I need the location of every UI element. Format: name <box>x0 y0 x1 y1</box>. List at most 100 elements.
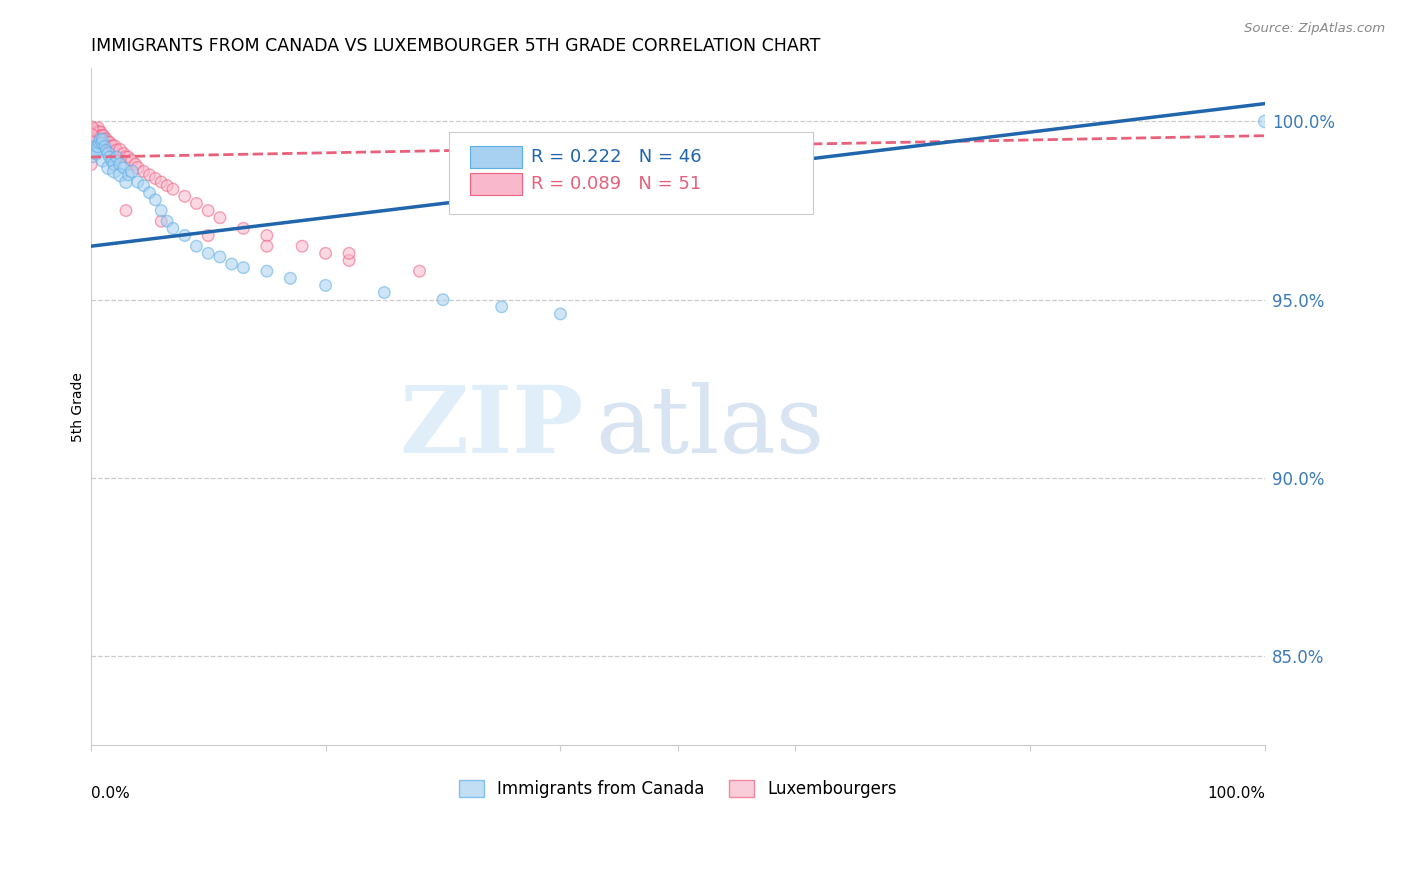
Point <box>208 250 231 264</box>
Point <box>80 157 103 171</box>
Point <box>1254 114 1277 128</box>
Point <box>197 228 219 243</box>
Point <box>91 132 114 146</box>
Point <box>87 125 110 139</box>
Point <box>93 128 115 143</box>
Point <box>208 211 231 225</box>
Point <box>80 128 103 143</box>
Point <box>127 175 149 189</box>
Point <box>97 161 120 175</box>
Legend: Immigrants from Canada, Luxembourgers: Immigrants from Canada, Luxembourgers <box>451 773 904 805</box>
Point <box>103 157 125 171</box>
Point <box>117 168 139 182</box>
Point <box>121 164 143 178</box>
Point <box>80 136 103 150</box>
Point <box>103 164 125 178</box>
Text: 0.0%: 0.0% <box>91 786 129 801</box>
Point <box>256 264 278 278</box>
Point <box>337 253 360 268</box>
Point <box>101 153 124 168</box>
Point <box>90 136 112 150</box>
Point <box>91 153 114 168</box>
Point <box>87 139 110 153</box>
Point <box>94 132 117 146</box>
Point <box>97 136 120 150</box>
Point <box>408 264 430 278</box>
Point <box>315 278 337 293</box>
Point <box>115 203 138 218</box>
Point <box>89 132 111 146</box>
Point <box>89 125 111 139</box>
Point <box>256 228 278 243</box>
Point <box>132 164 155 178</box>
Point <box>83 139 105 153</box>
Point <box>291 239 314 253</box>
Point <box>150 214 173 228</box>
Point <box>145 171 167 186</box>
Point <box>87 136 110 150</box>
Point <box>156 214 179 228</box>
Point <box>105 143 128 157</box>
Point <box>232 260 254 275</box>
FancyBboxPatch shape <box>470 173 522 194</box>
Point <box>150 203 173 218</box>
Point <box>80 125 103 139</box>
Point <box>186 239 208 253</box>
Text: ZIP: ZIP <box>399 382 583 472</box>
Point <box>150 175 173 189</box>
Point <box>101 139 124 153</box>
Point <box>98 136 121 150</box>
Point <box>84 143 107 157</box>
Point <box>112 146 135 161</box>
Point <box>156 178 179 193</box>
Point <box>84 128 107 143</box>
Point <box>94 139 117 153</box>
Point <box>127 161 149 175</box>
Text: R = 0.089   N = 51: R = 0.089 N = 51 <box>531 175 702 193</box>
Text: R = 0.222   N = 46: R = 0.222 N = 46 <box>531 148 702 166</box>
Point <box>550 307 572 321</box>
Point <box>86 125 108 139</box>
Point <box>232 221 254 235</box>
Point <box>173 189 195 203</box>
Point <box>101 139 124 153</box>
Point <box>491 300 513 314</box>
Point <box>138 186 160 200</box>
Point <box>121 153 143 168</box>
Point <box>112 161 135 175</box>
Point <box>97 146 120 161</box>
Point <box>280 271 302 285</box>
Point <box>432 293 454 307</box>
Point <box>115 150 138 164</box>
Point <box>86 146 108 161</box>
Point <box>315 246 337 260</box>
Point <box>162 221 184 235</box>
Point <box>108 143 131 157</box>
Point <box>94 132 117 146</box>
Y-axis label: 5th Grade: 5th Grade <box>72 372 86 442</box>
Point <box>337 246 360 260</box>
Point <box>108 157 131 171</box>
Point <box>87 121 110 136</box>
Point <box>197 246 219 260</box>
Point <box>105 150 128 164</box>
Point <box>373 285 395 300</box>
Point <box>103 139 125 153</box>
Point <box>145 193 167 207</box>
Point <box>132 178 155 193</box>
FancyBboxPatch shape <box>470 146 522 168</box>
Point <box>256 239 278 253</box>
Text: Source: ZipAtlas.com: Source: ZipAtlas.com <box>1244 22 1385 36</box>
Point <box>83 125 105 139</box>
Point <box>80 121 103 136</box>
Point <box>138 168 160 182</box>
Point <box>108 168 131 182</box>
Point <box>173 228 195 243</box>
Point <box>117 150 139 164</box>
Point <box>186 196 208 211</box>
FancyBboxPatch shape <box>449 132 813 213</box>
Point <box>124 157 146 171</box>
Text: IMMIGRANTS FROM CANADA VS LUXEMBOURGER 5TH GRADE CORRELATION CHART: IMMIGRANTS FROM CANADA VS LUXEMBOURGER 5… <box>91 37 820 55</box>
Point <box>98 150 121 164</box>
Text: 100.0%: 100.0% <box>1206 786 1265 801</box>
